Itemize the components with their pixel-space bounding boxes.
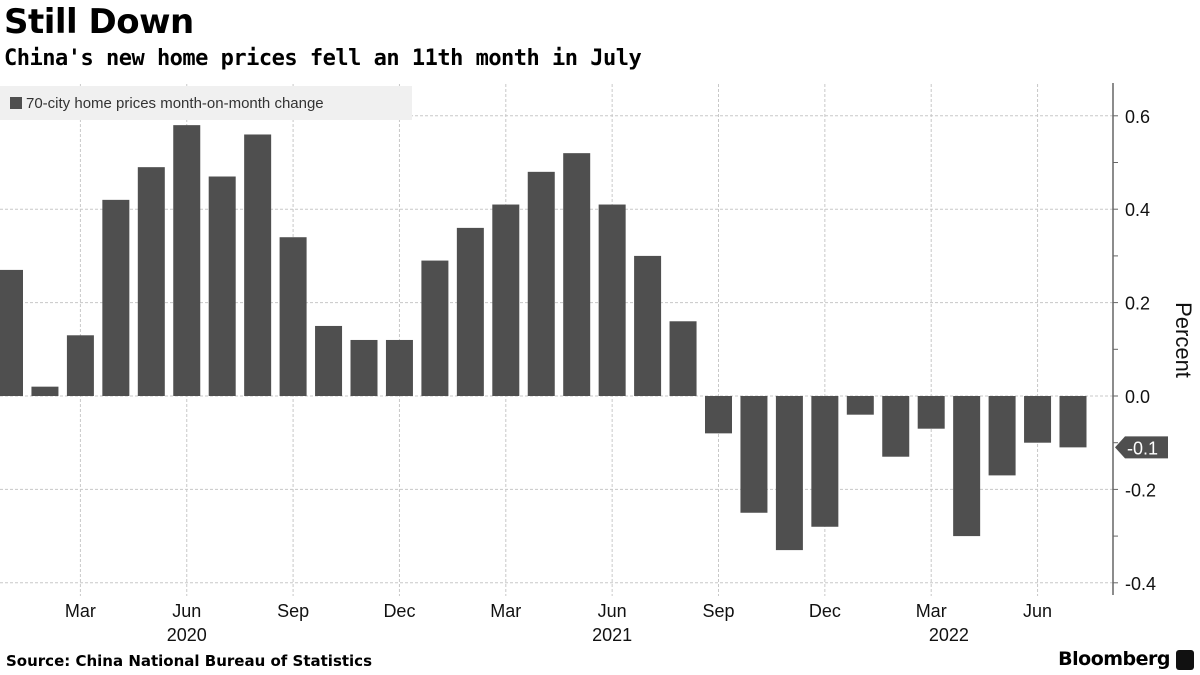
- x-tick-label: Jun: [598, 601, 627, 621]
- bar: [953, 396, 981, 537]
- legend: 70-city home prices month-on-month chang…: [0, 86, 412, 120]
- x-year-label: 2020: [167, 625, 207, 645]
- bar: [102, 199, 130, 396]
- bar: [492, 204, 520, 396]
- bar: [775, 396, 803, 551]
- x-tick-label: Mar: [65, 601, 96, 621]
- y-axis-label: Percent: [1171, 302, 1196, 378]
- x-tick-label: Sep: [702, 601, 734, 621]
- x-tick-label: Sep: [277, 601, 309, 621]
- bar: [279, 237, 307, 396]
- bar: [527, 171, 555, 396]
- x-axis-labels: Mar Jun Sep Dec Mar Jun Sep Dec Mar Jun 2020 2021 20…: [65, 601, 1052, 645]
- bar: [173, 125, 201, 396]
- bar: [0, 269, 23, 396]
- legend-label: 70-city home prices month-on-month chang…: [26, 94, 324, 112]
- x-tick-label: Dec: [383, 601, 415, 621]
- bars: [0, 125, 1087, 551]
- last-value-label: -0.1: [1127, 438, 1158, 458]
- y-tick-label: -0.2: [1125, 480, 1156, 500]
- y-tick-label: -0.4: [1125, 574, 1156, 594]
- grid-lines: [0, 84, 1113, 596]
- bar: [66, 335, 94, 396]
- bar: [846, 396, 874, 415]
- bar: [137, 167, 165, 396]
- bloomberg-terminal-icon: [1176, 650, 1194, 670]
- bar: [385, 339, 413, 396]
- bar: [31, 386, 59, 396]
- last-value-marker: [1115, 436, 1168, 459]
- y-tick-label: 0.0: [1125, 387, 1150, 407]
- bar: [208, 176, 236, 396]
- bar: [1059, 396, 1087, 448]
- bar: [669, 321, 697, 396]
- bar: [456, 227, 484, 396]
- bar: [350, 339, 378, 396]
- chart-subtitle: China's new home prices fell an 11th mon…: [4, 46, 642, 71]
- x-year-label: 2022: [929, 625, 969, 645]
- bar: [1024, 396, 1052, 443]
- y-axis: 0.6 0.4 0.2 0.0 -0.2 -0.4 -0.1: [1112, 83, 1168, 595]
- y-tick-label: 0.4: [1125, 200, 1150, 220]
- bar: [598, 204, 626, 396]
- x-tick-label: Jun: [172, 601, 201, 621]
- chart-title: Still Down: [4, 2, 194, 42]
- bar: [882, 396, 910, 457]
- x-year-label: 2021: [592, 625, 632, 645]
- bar: [244, 134, 272, 397]
- source-note: Source: China National Bureau of Statist…: [6, 652, 373, 670]
- bar: [988, 396, 1016, 476]
- bar: [811, 396, 839, 527]
- bloomberg-logo: Bloomberg: [1058, 648, 1170, 670]
- x-tick-label: Mar: [490, 601, 521, 621]
- x-tick-label: Dec: [809, 601, 841, 621]
- x-tick-label: Mar: [916, 601, 947, 621]
- bar: [634, 255, 662, 396]
- bar: [917, 396, 945, 429]
- legend-swatch: [10, 97, 22, 109]
- y-tick-label: 0.6: [1125, 107, 1150, 127]
- bar: [705, 396, 732, 434]
- bar: [421, 260, 449, 396]
- x-tick-label: Jun: [1023, 601, 1052, 621]
- bar: [563, 153, 591, 396]
- bar: [315, 325, 343, 396]
- bar: [740, 396, 768, 513]
- y-tick-label: 0.2: [1125, 294, 1150, 314]
